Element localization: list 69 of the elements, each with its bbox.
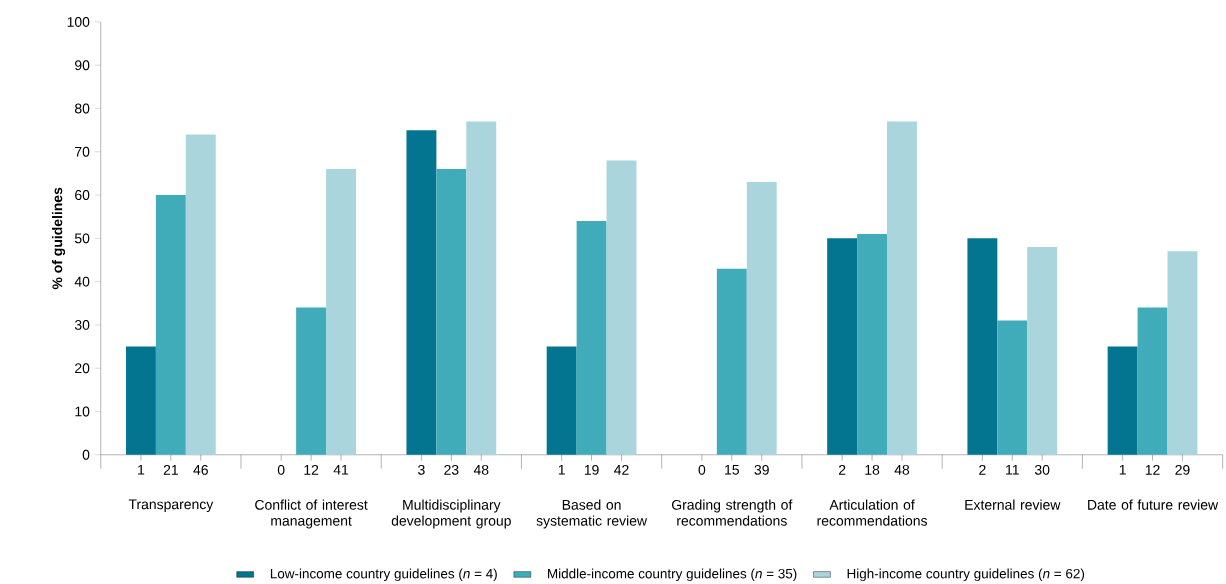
legend-label: High-income country guidelines (n = 62) <box>847 568 1085 581</box>
bar <box>1107 346 1138 455</box>
x-tick-label: Transparency <box>128 499 214 512</box>
bar <box>887 121 917 455</box>
bar <box>1167 251 1198 455</box>
text: 1 <box>138 464 145 475</box>
x-tick-label: Articulation of recommendations <box>817 499 928 526</box>
text: 11 <box>1006 464 1019 475</box>
bar <box>606 160 637 455</box>
bar <box>716 268 747 455</box>
bar <box>406 129 437 455</box>
text: 46 <box>193 464 208 475</box>
text: 30 <box>1034 464 1050 475</box>
x-tick-label: Based on systematic review <box>536 499 648 529</box>
bar <box>997 320 1028 455</box>
text: 2 <box>838 464 846 475</box>
text: 39 <box>754 464 769 475</box>
y-tick-label: 90 <box>75 60 90 70</box>
text: 21 <box>163 464 178 475</box>
text: 12 <box>304 464 319 475</box>
text: 41 <box>333 464 349 475</box>
text: 29 <box>1175 464 1190 475</box>
text: 48 <box>473 464 489 475</box>
text: 0 <box>698 464 706 475</box>
text: 19 <box>584 464 599 475</box>
legend-label: Low-income country guidelines (n = 4) <box>270 568 497 581</box>
text: 3 <box>418 464 425 475</box>
legend-label: Middle-income country guidelines (n = 35) <box>548 568 797 581</box>
y-tick-label: 10 <box>75 406 90 417</box>
bar <box>125 346 156 455</box>
text: 15 <box>725 464 739 475</box>
bar <box>155 194 186 455</box>
bar <box>576 220 607 455</box>
y-axis-title: % of guidelines <box>52 187 66 290</box>
y-tick-label: 30 <box>74 319 90 330</box>
bar <box>185 134 216 455</box>
bar <box>546 346 577 455</box>
x-tick-label: External review <box>965 499 1061 510</box>
bar <box>967 238 998 455</box>
y-tick-label: 70 <box>75 146 90 157</box>
text: 42 <box>614 464 629 475</box>
text: 2 <box>979 464 986 475</box>
x-tick-label: Conflict of interest management <box>255 499 368 529</box>
text: 1 <box>1119 464 1126 475</box>
bar <box>466 121 497 455</box>
text: 23 <box>444 464 459 475</box>
y-tick-label: 100 <box>67 16 90 27</box>
y-tick-label: 0 <box>82 449 90 460</box>
y-tick-label: 20 <box>75 363 90 373</box>
bar <box>436 168 467 455</box>
bar <box>746 181 777 455</box>
bar <box>827 238 858 455</box>
x-tick-label: Multidisciplinary development group <box>391 499 511 529</box>
bar <box>326 168 356 455</box>
text: 48 <box>894 464 910 475</box>
y-tick-label: 80 <box>74 103 90 114</box>
y-tick-label: 50 <box>74 233 90 244</box>
x-tick-label: Grading strength of recommendations <box>671 499 793 526</box>
y-tick-label: 60 <box>75 189 90 200</box>
bar <box>296 307 327 455</box>
y-tick-label: 40 <box>74 276 90 287</box>
x-tick-label: Date of future review <box>1088 499 1219 510</box>
text: 12 <box>1145 464 1160 475</box>
text: 0 <box>277 464 285 475</box>
bar <box>1027 246 1058 455</box>
bar <box>1137 307 1168 455</box>
bar <box>857 233 888 455</box>
text: 18 <box>865 464 880 475</box>
text: 1 <box>558 464 565 475</box>
